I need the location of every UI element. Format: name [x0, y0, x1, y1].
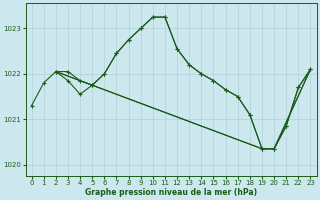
X-axis label: Graphe pression niveau de la mer (hPa): Graphe pression niveau de la mer (hPa): [85, 188, 257, 197]
